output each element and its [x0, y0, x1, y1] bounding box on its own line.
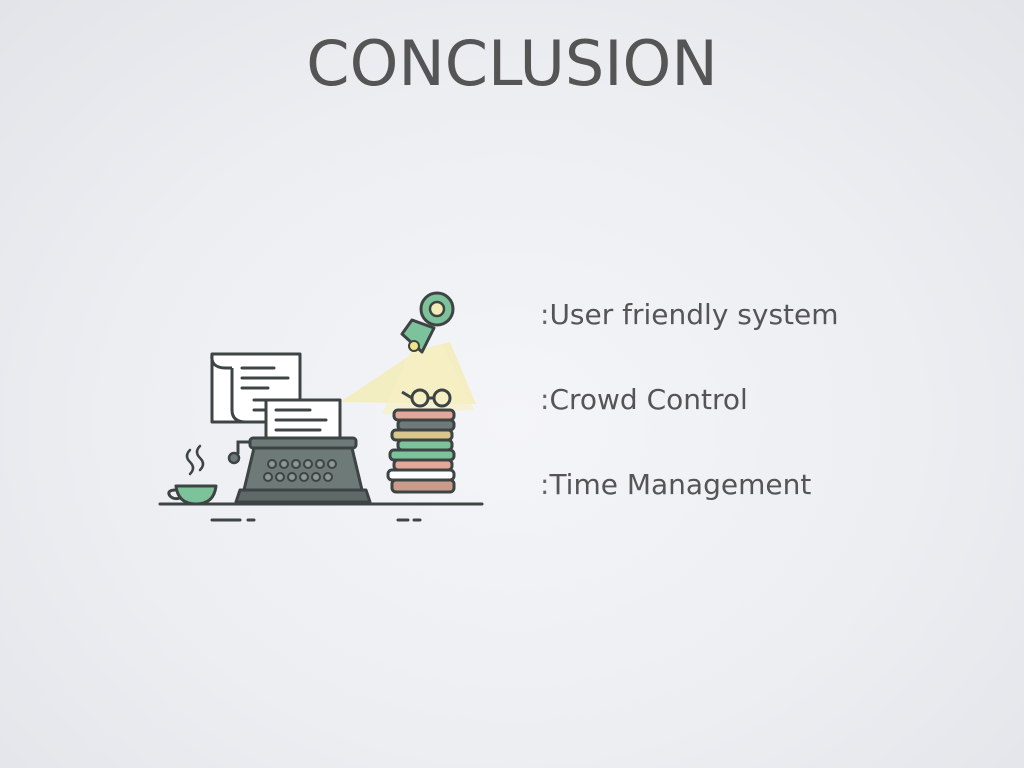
bullet-text: Crowd Control [549, 383, 748, 416]
bullet-item: :User friendly system [540, 293, 839, 337]
desk-lamp-icon [400, 291, 455, 354]
typewriter-desk-illustration [158, 291, 484, 522]
glasses-icon [401, 388, 452, 408]
bullet-marker: : [540, 298, 550, 331]
bullet-item: :Crowd Control [540, 378, 839, 422]
paper-scroll-icon [210, 352, 342, 444]
bullet-item: :Time Management [540, 463, 839, 507]
slide-title: CONCLUSION [306, 27, 718, 100]
bullet-text: User friendly system [549, 298, 839, 331]
bullet-marker: : [540, 468, 550, 501]
bullet-text: Time Management [549, 468, 812, 501]
book-stack-icon [386, 408, 456, 494]
desk-line [158, 502, 484, 522]
bullet-marker: : [540, 383, 550, 416]
bullet-list: :User friendly system :Crowd Control :Ti… [540, 293, 839, 548]
coffee-cup-icon [167, 444, 218, 506]
typewriter-icon [227, 436, 372, 504]
